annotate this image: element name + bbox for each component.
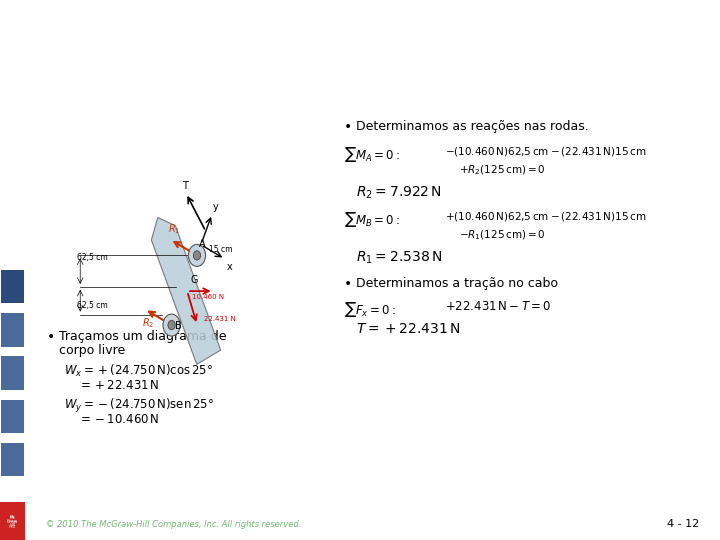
Bar [1, 270, 24, 303]
Text: Mc
Graw
Hill: Mc Graw Hill [7, 516, 18, 529]
Text: Problema Resolvido 4.3: Problema Resolvido 4.3 [34, 80, 255, 98]
Text: $-(10.460\,\mathrm{N})62{,}5\,\mathrm{cm}-(22.431\,\mathrm{N})15\,\mathrm{cm}$: $-(10.460\,\mathrm{N})62{,}5\,\mathrm{cm… [445, 145, 647, 158]
Text: •: • [343, 120, 352, 134]
Text: Traçamos um diagrama de: Traçamos um diagrama de [59, 330, 227, 343]
Text: $W_y = -(24.750\,\mathrm{N})\mathrm{sen}\,25°$: $W_y = -(24.750\,\mathrm{N})\mathrm{sen}… [64, 397, 214, 415]
Text: $R_2 = 7.922\,\mathrm{N}$: $R_2 = 7.922\,\mathrm{N}$ [356, 185, 442, 201]
Text: Mecânica Vetorial para Engenheiros: Estática: Mecânica Vetorial para Engenheiros: Está… [34, 22, 637, 48]
Text: Determinamos as reações nas rodas.: Determinamos as reações nas rodas. [356, 120, 589, 133]
Text: $\sum M_A = 0:$: $\sum M_A = 0:$ [343, 145, 400, 164]
Bar [1, 400, 24, 433]
Text: $+(10.460\,\mathrm{N})62{,}5\,\mathrm{cm}-(22.431\,\mathrm{N})15\,\mathrm{cm}$: $+(10.460\,\mathrm{N})62{,}5\,\mathrm{cm… [445, 210, 647, 223]
Bar [0, 502, 25, 540]
Text: corpo livre: corpo livre [59, 344, 125, 357]
Text: G: G [191, 275, 198, 285]
Text: 62,5 cm: 62,5 cm [77, 301, 108, 310]
Text: Nona
Edi-
ção: Nona Edi- ção [6, 11, 19, 26]
Text: $R_1 = 2.538\,\mathrm{N}$: $R_1 = 2.538\,\mathrm{N}$ [356, 250, 442, 266]
Text: x: x [227, 262, 233, 272]
Text: 15 cm: 15 cm [209, 245, 233, 254]
Text: $W_x = +(24.750\,\mathrm{N})\cos 25°$: $W_x = +(24.750\,\mathrm{N})\cos 25°$ [64, 363, 213, 379]
Bar [1, 313, 24, 347]
Text: Mc
Graw
Hill: Mc Graw Hill [7, 515, 18, 528]
Text: 10.460 N: 10.460 N [192, 294, 224, 300]
Text: •: • [343, 277, 352, 291]
Text: $R_2$: $R_2$ [142, 316, 155, 330]
Text: 62,5 cm: 62,5 cm [77, 253, 108, 262]
Text: •: • [46, 330, 55, 344]
Text: $\sum M_B = 0:$: $\sum M_B = 0:$ [343, 210, 400, 229]
Bar [1, 443, 24, 476]
Circle shape [163, 314, 180, 336]
Text: $-R_1(125\,\mathrm{cm})=0$: $-R_1(125\,\mathrm{cm})=0$ [459, 228, 546, 241]
Text: © 2010 The McGraw-Hill Companies, Inc. All rights reserved.: © 2010 The McGraw-Hill Companies, Inc. A… [46, 519, 302, 529]
Text: $= -10.460\,\mathrm{N}$: $= -10.460\,\mathrm{N}$ [78, 413, 160, 426]
Text: B: B [175, 321, 181, 331]
Text: y: y [213, 202, 219, 212]
Text: $+22.431\,\mathrm{N} - T = 0$: $+22.431\,\mathrm{N} - T = 0$ [445, 300, 552, 313]
Text: 22.431 N: 22.431 N [204, 316, 235, 322]
Text: $= +22.431\,\mathrm{N}$: $= +22.431\,\mathrm{N}$ [78, 379, 160, 392]
Circle shape [168, 320, 175, 330]
Text: 4 - 12: 4 - 12 [667, 519, 699, 529]
Text: $R_1$: $R_1$ [168, 222, 181, 236]
Text: $\sum F_x = 0:$: $\sum F_x = 0:$ [343, 300, 395, 319]
Bar [1, 356, 24, 390]
Text: $+R_2(125\,\mathrm{cm})=0$: $+R_2(125\,\mathrm{cm})=0$ [459, 163, 546, 177]
Text: A: A [199, 239, 205, 249]
Polygon shape [151, 218, 221, 364]
Text: $T = +22.431\,\mathrm{N}$: $T = +22.431\,\mathrm{N}$ [356, 322, 461, 336]
Circle shape [194, 251, 201, 260]
Text: Determinamos a tração no cabo: Determinamos a tração no cabo [356, 277, 558, 290]
Text: T: T [182, 181, 188, 191]
Circle shape [189, 245, 206, 266]
